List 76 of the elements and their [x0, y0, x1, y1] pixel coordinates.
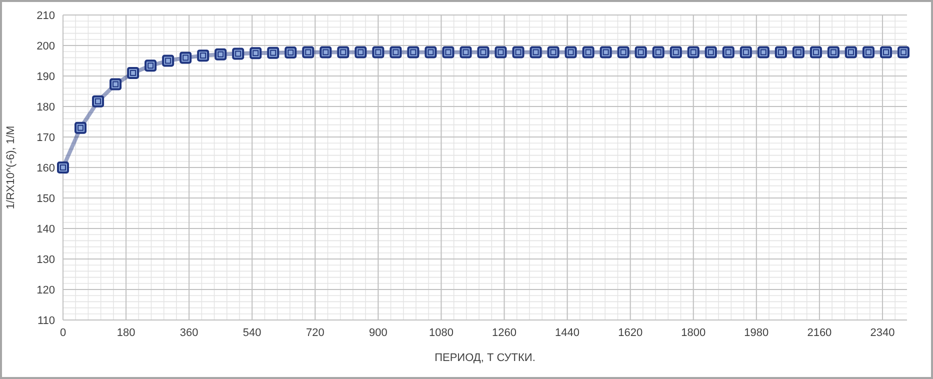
point	[704, 46, 717, 58]
y-tick-label: 200	[36, 40, 55, 52]
x-tick-label: 1980	[744, 327, 769, 339]
point	[617, 46, 630, 58]
x-tick-label: 2340	[870, 327, 895, 339]
point	[670, 46, 682, 58]
point	[232, 48, 244, 60]
y-tick-label: 140	[36, 224, 55, 236]
x-tick-label: 1800	[681, 327, 706, 339]
y-tick-label: 210	[36, 10, 55, 22]
point	[547, 46, 560, 58]
y-tick-label: 190	[36, 71, 55, 83]
point	[250, 47, 262, 60]
point	[442, 46, 454, 58]
x-tick-label: 180	[116, 327, 136, 339]
point	[390, 46, 402, 58]
point	[582, 46, 594, 58]
y-tick-label: 120	[36, 284, 55, 296]
point	[162, 54, 174, 67]
point	[284, 46, 297, 59]
point	[898, 46, 910, 58]
point	[757, 46, 770, 58]
point	[302, 46, 314, 58]
point	[862, 46, 874, 58]
point	[144, 60, 157, 72]
point	[477, 46, 490, 58]
point	[740, 46, 752, 58]
point	[530, 46, 542, 58]
point	[197, 50, 210, 62]
point	[180, 52, 192, 64]
point	[337, 46, 350, 58]
x-tick-label: 540	[242, 327, 262, 339]
point	[92, 95, 104, 108]
point	[407, 46, 420, 58]
y-tick-label: 110	[37, 315, 55, 327]
point	[460, 46, 472, 58]
point	[110, 78, 122, 90]
point	[634, 46, 647, 58]
point	[512, 46, 524, 58]
point	[810, 46, 822, 58]
x-tick-label: 1620	[618, 327, 643, 339]
point	[494, 46, 507, 58]
point	[424, 46, 437, 58]
x-tick-label: 1260	[492, 327, 517, 339]
point	[600, 46, 612, 58]
x-tick-label: 900	[369, 327, 388, 339]
x-tick-label: 0	[60, 327, 66, 339]
point	[564, 46, 577, 58]
point	[354, 46, 367, 58]
point	[372, 46, 384, 58]
y-tick-label: 170	[36, 132, 55, 144]
y-tick-label: 150	[36, 193, 55, 205]
y-tick-label: 160	[36, 162, 55, 174]
point	[774, 46, 787, 58]
point	[880, 46, 892, 58]
point	[687, 46, 700, 58]
point	[74, 122, 87, 134]
y-axis-title: 1/RX10^(-6), 1/M	[5, 126, 17, 210]
x-tick-label: 360	[180, 327, 198, 339]
x-tick-label: 1440	[555, 327, 580, 339]
y-tick-label: 130	[36, 254, 55, 266]
point	[844, 46, 857, 58]
y-tick-label: 180	[36, 102, 55, 114]
point	[792, 46, 804, 58]
x-tick-label: 720	[306, 327, 324, 339]
x-tick-label: 2160	[807, 327, 832, 339]
point	[57, 162, 69, 174]
point	[320, 46, 332, 58]
x-tick-label: 1080	[428, 327, 454, 339]
point	[127, 66, 140, 79]
x-axis-title: ПЕРИОД, Т СУТКИ.	[434, 352, 536, 364]
point	[267, 46, 280, 59]
point	[827, 46, 840, 58]
point	[214, 48, 227, 60]
point	[652, 46, 664, 58]
point	[722, 46, 734, 58]
